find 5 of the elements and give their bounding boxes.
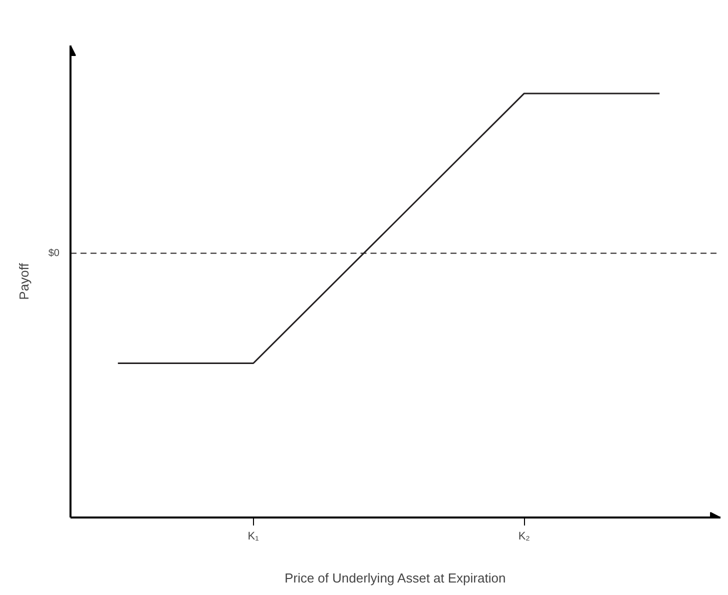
x-tick-label: K₁ [248, 530, 260, 542]
ref-line-label: $0 [48, 248, 60, 259]
x-tick-label: K₂ [518, 530, 530, 542]
x-axis-title: Price of Underlying Asset at Expiration [284, 570, 506, 586]
y-axis-title: Payoff [16, 262, 32, 300]
